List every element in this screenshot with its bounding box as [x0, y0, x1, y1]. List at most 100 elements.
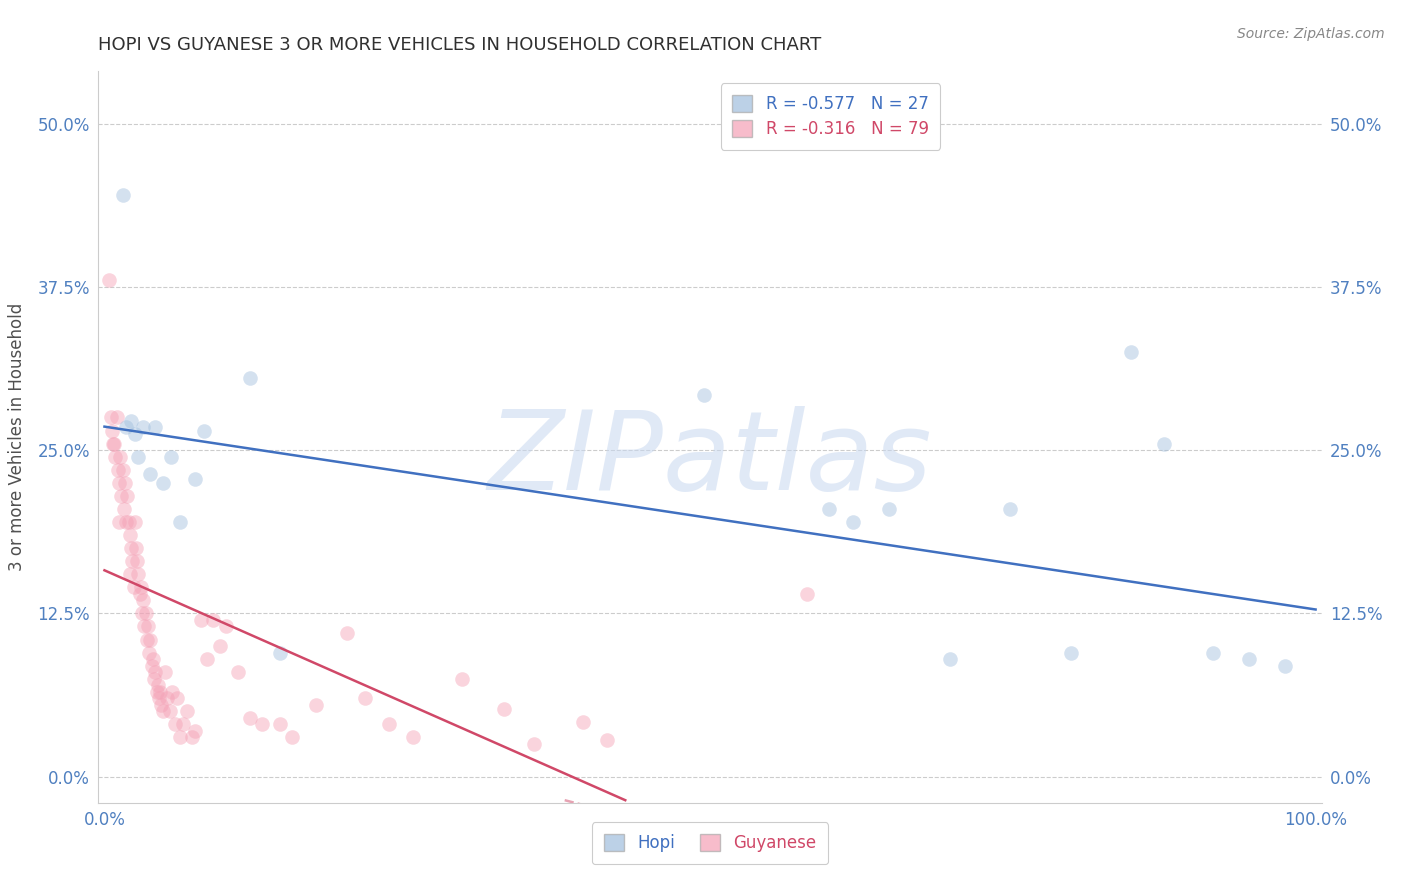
Guyanese	[107, 463, 129, 477]
Hopi	[143, 419, 166, 434]
Guyanese	[208, 639, 231, 653]
Y-axis label: 3 or more Vehicles in Household: 3 or more Vehicles in Household	[8, 303, 27, 571]
Hopi	[1237, 652, 1260, 666]
Hopi	[239, 371, 262, 385]
Guyanese	[239, 711, 262, 725]
Guyanese	[159, 705, 181, 719]
Guyanese	[378, 717, 401, 731]
Guyanese	[111, 463, 134, 477]
Guyanese	[180, 731, 202, 745]
Guyanese	[172, 717, 194, 731]
Guyanese	[163, 717, 186, 731]
Guyanese	[142, 652, 165, 666]
Legend: Hopi, Guyanese: Hopi, Guyanese	[592, 822, 828, 864]
Guyanese	[121, 554, 143, 568]
Hopi	[124, 427, 146, 442]
Guyanese	[523, 737, 546, 751]
Guyanese	[150, 698, 173, 712]
Hopi	[152, 475, 174, 490]
Guyanese	[269, 717, 291, 731]
Guyanese	[214, 619, 236, 633]
Guyanese	[110, 489, 132, 503]
Text: Source: ZipAtlas.com: Source: ZipAtlas.com	[1237, 27, 1385, 41]
Guyanese	[146, 678, 169, 692]
Guyanese	[139, 632, 162, 647]
Hopi	[1000, 502, 1022, 516]
Hopi	[1274, 658, 1296, 673]
Hopi	[1201, 646, 1223, 660]
Guyanese	[596, 733, 619, 747]
Guyanese	[138, 646, 160, 660]
Guyanese	[104, 450, 127, 464]
Hopi	[1060, 646, 1083, 660]
Guyanese	[108, 475, 131, 490]
Guyanese	[184, 723, 207, 738]
Guyanese	[122, 580, 145, 594]
Text: ZIPatlas: ZIPatlas	[488, 406, 932, 513]
Hopi	[115, 419, 138, 434]
Guyanese	[149, 685, 172, 699]
Hopi	[132, 419, 155, 434]
Guyanese	[190, 613, 212, 627]
Guyanese	[124, 515, 146, 529]
Guyanese	[145, 685, 167, 699]
Guyanese	[202, 613, 225, 627]
Guyanese	[156, 691, 179, 706]
Guyanese	[112, 502, 135, 516]
Guyanese	[166, 691, 188, 706]
Guyanese	[125, 541, 148, 555]
Hopi	[160, 450, 183, 464]
Hopi	[193, 424, 215, 438]
Hopi	[693, 388, 716, 402]
Hopi	[139, 467, 162, 481]
Guyanese	[103, 436, 125, 450]
Guyanese	[250, 717, 273, 731]
Guyanese	[100, 410, 122, 425]
Guyanese	[162, 685, 184, 699]
Guyanese	[118, 567, 141, 582]
Guyanese	[336, 626, 359, 640]
Guyanese	[129, 580, 152, 594]
Hopi	[127, 450, 149, 464]
Guyanese	[226, 665, 249, 680]
Hopi	[111, 188, 134, 202]
Guyanese	[118, 515, 141, 529]
Guyanese	[450, 672, 472, 686]
Hopi	[120, 414, 142, 428]
Guyanese	[305, 698, 328, 712]
Text: HOPI VS GUYANESE 3 OR MORE VEHICLES IN HOUSEHOLD CORRELATION CHART: HOPI VS GUYANESE 3 OR MORE VEHICLES IN H…	[98, 36, 821, 54]
Guyanese	[152, 705, 174, 719]
Hopi	[269, 646, 291, 660]
Guyanese	[131, 607, 153, 621]
Guyanese	[128, 587, 150, 601]
Guyanese	[105, 410, 128, 425]
Guyanese	[136, 619, 159, 633]
Guyanese	[135, 632, 157, 647]
Guyanese	[572, 714, 595, 729]
Guyanese	[98, 273, 121, 287]
Hopi	[877, 502, 900, 516]
Hopi	[939, 652, 962, 666]
Guyanese	[796, 587, 818, 601]
Hopi	[1121, 345, 1143, 359]
Guyanese	[197, 652, 219, 666]
Guyanese	[132, 593, 155, 607]
Guyanese	[127, 554, 149, 568]
Guyanese	[281, 731, 304, 745]
Guyanese	[108, 515, 131, 529]
Guyanese	[494, 702, 516, 716]
Guyanese	[143, 672, 166, 686]
Guyanese	[114, 475, 136, 490]
Guyanese	[101, 436, 124, 450]
Guyanese	[127, 567, 149, 582]
Guyanese	[118, 528, 141, 542]
Hopi	[842, 515, 865, 529]
Guyanese	[115, 515, 138, 529]
Guyanese	[402, 731, 425, 745]
Guyanese	[134, 619, 156, 633]
Guyanese	[169, 731, 191, 745]
Guyanese	[120, 541, 142, 555]
Guyanese	[176, 705, 198, 719]
Guyanese	[141, 658, 163, 673]
Guyanese	[153, 665, 176, 680]
